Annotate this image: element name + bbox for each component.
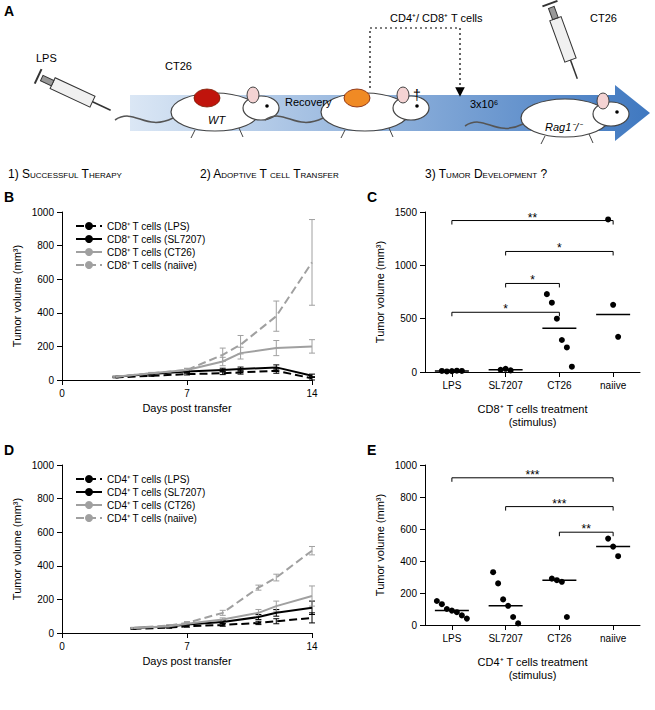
svg-text:0: 0	[48, 628, 54, 639]
svg-text:†: †	[413, 87, 421, 103]
svg-text:0: 0	[411, 367, 417, 378]
svg-text:200: 200	[37, 341, 54, 352]
svg-text:LPS: LPS	[442, 633, 461, 644]
svg-text:E: E	[367, 442, 376, 458]
svg-text:*: *	[530, 273, 535, 287]
svg-text:3) Tumor Development ?: 3) Tumor Development ?	[425, 167, 548, 181]
svg-text:7: 7	[184, 388, 190, 399]
svg-text:500: 500	[400, 313, 417, 324]
svg-text:CT26: CT26	[590, 12, 617, 24]
svg-text:600: 600	[37, 527, 54, 538]
svg-text:WT: WT	[208, 114, 226, 126]
svg-text:**: **	[528, 211, 538, 225]
svg-text:200: 200	[400, 588, 417, 599]
svg-text:0: 0	[59, 388, 65, 399]
svg-text:Tumor volume (mm³): Tumor volume (mm³)	[11, 498, 23, 600]
svg-text:Rag1⁻/⁻: Rag1⁻/⁻	[545, 121, 584, 133]
svg-text:**: **	[582, 522, 592, 536]
svg-text:800: 800	[37, 240, 54, 251]
svg-text:400: 400	[400, 556, 417, 567]
svg-text:***: ***	[525, 468, 539, 482]
svg-text:CD8⁺ T cells treatment: CD8⁺ T cells treatment	[478, 403, 588, 415]
svg-text:Recovery: Recovery	[285, 96, 332, 108]
svg-text:0: 0	[48, 375, 54, 386]
svg-text:SL7207: SL7207	[488, 633, 523, 644]
svg-text:Tumor volume (mm³): Tumor volume (mm³)	[374, 241, 386, 343]
svg-text:LPS: LPS	[442, 380, 461, 391]
svg-text:1500: 1500	[395, 207, 418, 218]
svg-text:Days post transfer: Days post transfer	[142, 402, 232, 414]
svg-text:1000: 1000	[32, 207, 55, 218]
svg-text:CD4⁺ T cells treatment: CD4⁺ T cells treatment	[478, 656, 588, 668]
svg-text:1000: 1000	[32, 460, 55, 471]
svg-text:SL7207: SL7207	[488, 380, 523, 391]
svg-text:7: 7	[184, 641, 190, 652]
svg-text:Days post transfer: Days post transfer	[142, 655, 232, 667]
svg-text:400: 400	[37, 307, 54, 318]
svg-text:(stimulus): (stimulus)	[509, 669, 557, 681]
svg-text:1000: 1000	[395, 260, 418, 271]
svg-text:CT26: CT26	[547, 633, 572, 644]
svg-text:Tumor volume (mm³): Tumor volume (mm³)	[374, 494, 386, 596]
svg-text:naiive: naiive	[600, 633, 627, 644]
svg-text:naiive: naiive	[600, 380, 627, 391]
svg-text:CD4⁺ T cells (naiive): CD4⁺ T cells (naiive)	[107, 513, 197, 524]
svg-text:3x10⁶: 3x10⁶	[470, 98, 498, 110]
svg-text:CD8⁺ T cells (CT26): CD8⁺ T cells (CT26)	[107, 247, 195, 258]
svg-text:B: B	[4, 190, 14, 205]
svg-text:CD8⁺ T cells (naiive): CD8⁺ T cells (naiive)	[107, 260, 197, 271]
svg-text:CD8⁺ T cells (LPS): CD8⁺ T cells (LPS)	[107, 221, 190, 232]
svg-text:LPS: LPS	[36, 52, 57, 64]
svg-text:*: *	[557, 241, 562, 255]
svg-text:800: 800	[400, 492, 417, 503]
svg-text:2) Adoptive T cell Transfer: 2) Adoptive T cell Transfer	[200, 167, 339, 181]
svg-text:CT26: CT26	[165, 60, 192, 72]
svg-text:CD4⁺/ CD8⁺ T cells: CD4⁺/ CD8⁺ T cells	[390, 12, 483, 24]
svg-text:CD4⁺ T cells (LPS): CD4⁺ T cells (LPS)	[107, 474, 190, 485]
svg-text:CD8⁺ T cells (SL7207): CD8⁺ T cells (SL7207)	[107, 234, 205, 245]
svg-text:(stimulus): (stimulus)	[509, 416, 557, 428]
svg-text:CD4⁺ T cells (CT26): CD4⁺ T cells (CT26)	[107, 500, 195, 511]
svg-text:800: 800	[37, 493, 54, 504]
svg-text:1000: 1000	[395, 460, 418, 471]
svg-text:A: A	[4, 3, 14, 19]
svg-text:D: D	[4, 442, 14, 458]
svg-text:Tumor volume (mm³): Tumor volume (mm³)	[11, 245, 23, 347]
svg-text:CT26: CT26	[547, 380, 572, 391]
svg-text:14: 14	[306, 388, 318, 399]
svg-text:400: 400	[37, 560, 54, 571]
svg-text:200: 200	[37, 594, 54, 605]
svg-text:14: 14	[306, 641, 318, 652]
svg-text:C: C	[367, 190, 377, 205]
svg-text:600: 600	[400, 524, 417, 535]
svg-text:CD4⁺ T cells (SL7207): CD4⁺ T cells (SL7207)	[107, 487, 205, 498]
svg-text:0: 0	[59, 641, 65, 652]
svg-text:***: ***	[552, 497, 566, 511]
svg-text:0: 0	[411, 620, 417, 631]
svg-text:1) Successful Therapy: 1) Successful Therapy	[8, 167, 122, 181]
svg-text:600: 600	[37, 274, 54, 285]
svg-text:*: *	[503, 302, 508, 316]
